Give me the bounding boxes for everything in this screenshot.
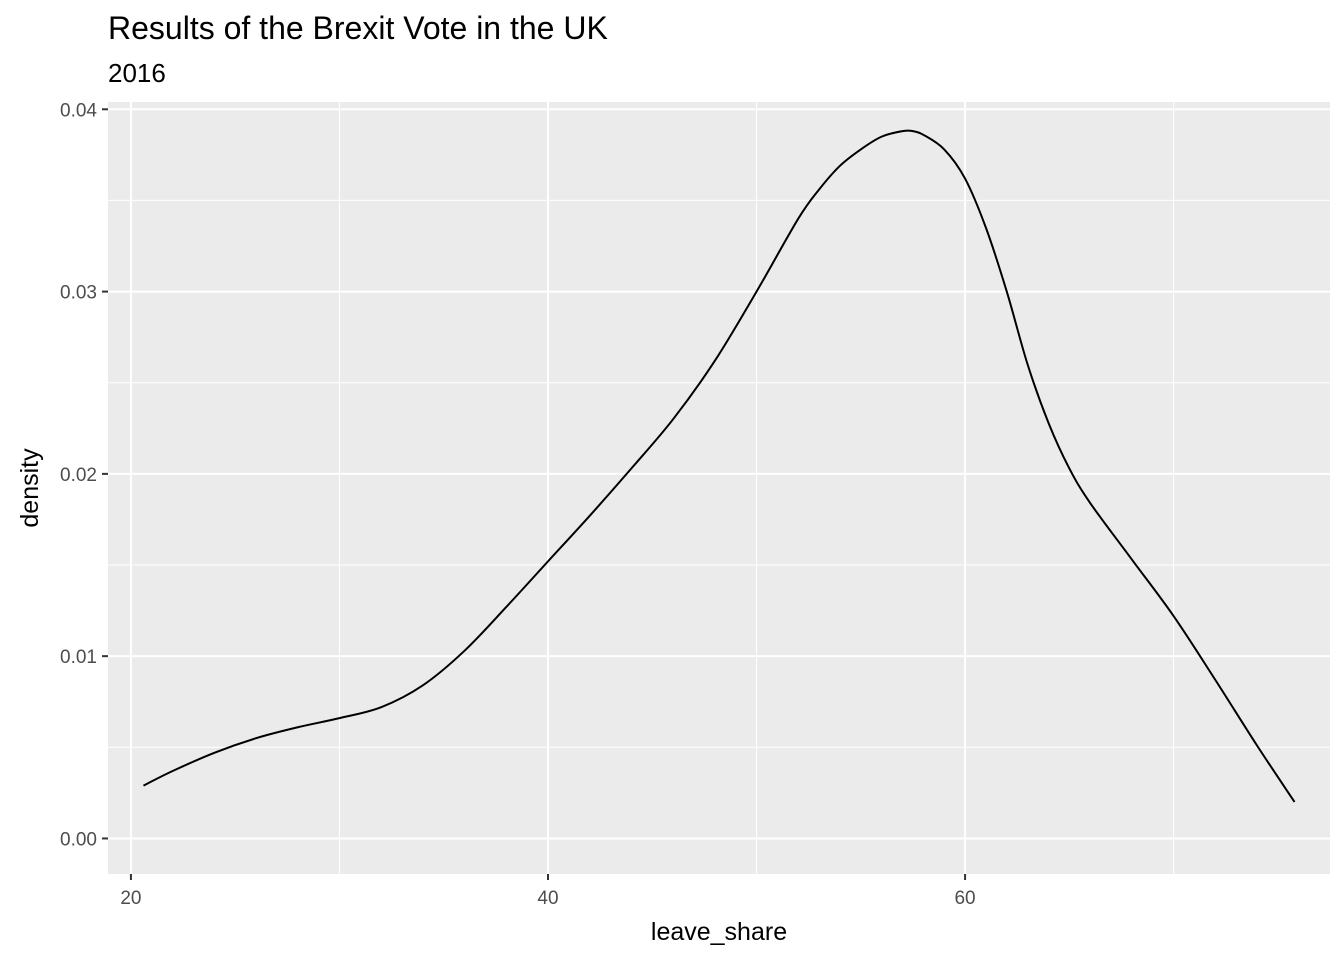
- chart-title: Results of the Brexit Vote in the UK: [108, 10, 608, 46]
- y-tick-label: 0.04: [60, 100, 97, 121]
- plot-panel: [108, 102, 1330, 874]
- y-axis: 0.00 0.01 0.02 0.03 0.04: [60, 100, 108, 850]
- chart-subtitle: 2016: [108, 58, 166, 88]
- y-tick-label: 0.01: [60, 647, 97, 668]
- x-tick-label: 40: [537, 888, 558, 909]
- x-tick-label: 60: [954, 888, 975, 909]
- y-tick-label: 0.00: [60, 829, 97, 850]
- density-line: [143, 129, 1296, 803]
- x-tick-label: 20: [120, 888, 141, 909]
- y-tick-label: 0.02: [60, 465, 97, 486]
- minor-gridlines: [108, 102, 1330, 874]
- x-axis: 20 40 60: [120, 874, 976, 909]
- y-axis-title: density: [16, 448, 44, 528]
- x-axis-title: leave_share: [651, 918, 787, 946]
- y-tick-label: 0.03: [60, 283, 97, 304]
- major-gridlines: [108, 102, 1330, 874]
